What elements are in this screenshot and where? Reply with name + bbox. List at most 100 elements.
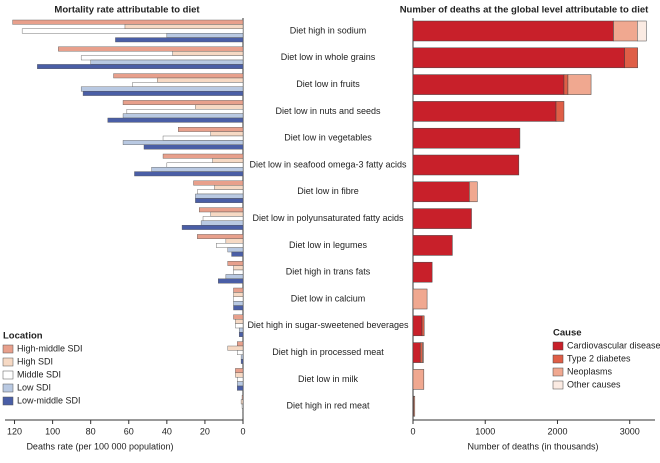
x-tick-label: 120 [7, 426, 22, 436]
legend-swatch [2, 357, 14, 367]
bar-segment [412, 181, 470, 203]
legend-label: High SDI [17, 356, 53, 366]
bar [233, 314, 244, 320]
bar [12, 19, 244, 25]
bar-segment [412, 342, 421, 363]
legend-swatch [552, 341, 564, 351]
bar [240, 354, 244, 360]
bar [227, 247, 244, 253]
category-label: Diet low in whole grains [281, 52, 376, 62]
bar [195, 104, 244, 110]
category-label: Diet low in seafood omega-3 fatty acids [249, 159, 407, 169]
bar [240, 359, 244, 364]
category-label: Diet high in processed meat [272, 347, 384, 357]
bar [216, 242, 244, 248]
bar-segment [412, 127, 521, 149]
bar [241, 403, 244, 409]
bar-segment [412, 315, 423, 337]
bar-segment [567, 74, 592, 95]
x-tick-label: 20 [200, 426, 210, 436]
bar [58, 46, 244, 52]
right-x-label: Number of deaths (in thousands) [467, 441, 598, 451]
legend-label: High-middle SDI [17, 343, 83, 353]
bar [172, 51, 244, 56]
bar [237, 377, 244, 382]
x-tick-label: 3000 [620, 426, 640, 436]
bar-segment [613, 20, 638, 42]
bar-segment [413, 395, 416, 417]
bar [162, 153, 244, 159]
x-tick-label: 2000 [547, 426, 567, 436]
bar [233, 265, 244, 271]
bar [202, 216, 244, 221]
bar-segment [412, 101, 557, 122]
bar [115, 37, 244, 43]
bar [122, 140, 244, 145]
bar [235, 372, 244, 378]
right-title: Number of deaths at the global level att… [400, 5, 649, 16]
left-title: Mortality rate attributable to diet [54, 5, 200, 16]
category-label: Diet high in sodium [290, 25, 367, 35]
bar [124, 24, 244, 29]
bar [82, 90, 244, 96]
bar-segment [412, 288, 428, 310]
left-x-label: Deaths rate (per 100 000 population) [26, 441, 173, 451]
bar [233, 269, 244, 275]
legend-swatch [552, 367, 564, 377]
bar [151, 166, 244, 172]
legend-label: Type 2 diabetes [567, 353, 631, 363]
bar-segment [637, 20, 647, 42]
legend-swatch [2, 370, 14, 380]
bar-segment [555, 101, 565, 122]
bar [178, 126, 244, 132]
bar [237, 341, 244, 347]
bar-segment [412, 235, 453, 256]
bar-segment [469, 181, 478, 203]
bar [240, 399, 244, 405]
x-tick-label: 40 [162, 426, 172, 436]
bar [200, 220, 244, 226]
bar [197, 234, 244, 239]
legend-label: Other causes [567, 379, 621, 389]
bar [225, 274, 244, 279]
category-label: Diet low in legumes [289, 240, 368, 250]
bar [107, 117, 244, 123]
bar [233, 296, 244, 302]
legend-swatch [2, 344, 14, 354]
bar [237, 385, 244, 391]
legend-title: Location [3, 331, 43, 342]
bar [197, 189, 244, 195]
bar [227, 261, 244, 266]
bar [233, 292, 244, 297]
category-label: Diet low in polyunsaturated fatty acids [252, 213, 404, 223]
bar-segment [412, 261, 433, 283]
legend-swatch [2, 396, 14, 406]
bar [199, 207, 244, 213]
bar-segment [412, 47, 625, 69]
category-label: Diet low in vegetables [284, 133, 372, 143]
bar-segment [563, 74, 569, 95]
bar [195, 193, 244, 199]
bar [80, 55, 244, 61]
bar [166, 162, 244, 168]
bar [210, 131, 244, 137]
category-label: Diet high in sugar-sweetened beverages [247, 320, 409, 330]
bar [214, 184, 244, 190]
bar [134, 171, 244, 177]
bar [238, 332, 244, 337]
x-tick-label: 60 [124, 426, 134, 436]
bar-segment [419, 342, 423, 363]
legend-label: Middle SDI [17, 369, 61, 379]
bar [181, 224, 244, 230]
bar [90, 59, 244, 65]
bar [237, 350, 244, 355]
bar [143, 144, 244, 150]
bar [126, 108, 244, 114]
bar [210, 211, 244, 217]
bar [37, 64, 244, 70]
bar [21, 28, 244, 34]
bar-segment [422, 342, 424, 363]
bar [122, 100, 244, 106]
x-tick-label: 100 [45, 426, 60, 436]
